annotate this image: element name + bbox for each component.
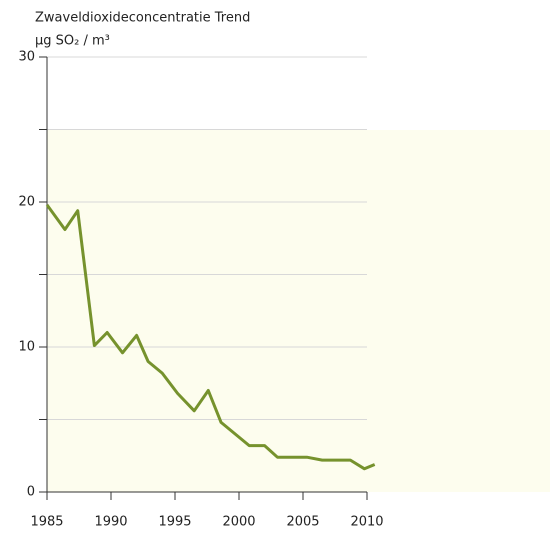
y-tick-label: 10 <box>18 340 35 355</box>
x-tick-label: 1995 <box>158 515 191 530</box>
x-tick-label: 1985 <box>30 515 63 530</box>
background-band <box>47 130 550 492</box>
data-line <box>45 204 376 471</box>
x-tick-label: 2000 <box>222 515 255 530</box>
x-tick-label: 2005 <box>286 515 319 530</box>
y-tick-label: 30 <box>18 50 35 65</box>
x-tick-label: 2010 <box>350 515 383 530</box>
y-tick-label: 0 <box>27 485 35 500</box>
y-tick-label: 20 <box>18 195 35 210</box>
x-tick-label: 1990 <box>94 515 127 530</box>
y-axis-label: µg SO₂ / m³ <box>35 34 110 49</box>
chart-title: Zwaveldioxideconcentratie Trend <box>35 11 250 26</box>
